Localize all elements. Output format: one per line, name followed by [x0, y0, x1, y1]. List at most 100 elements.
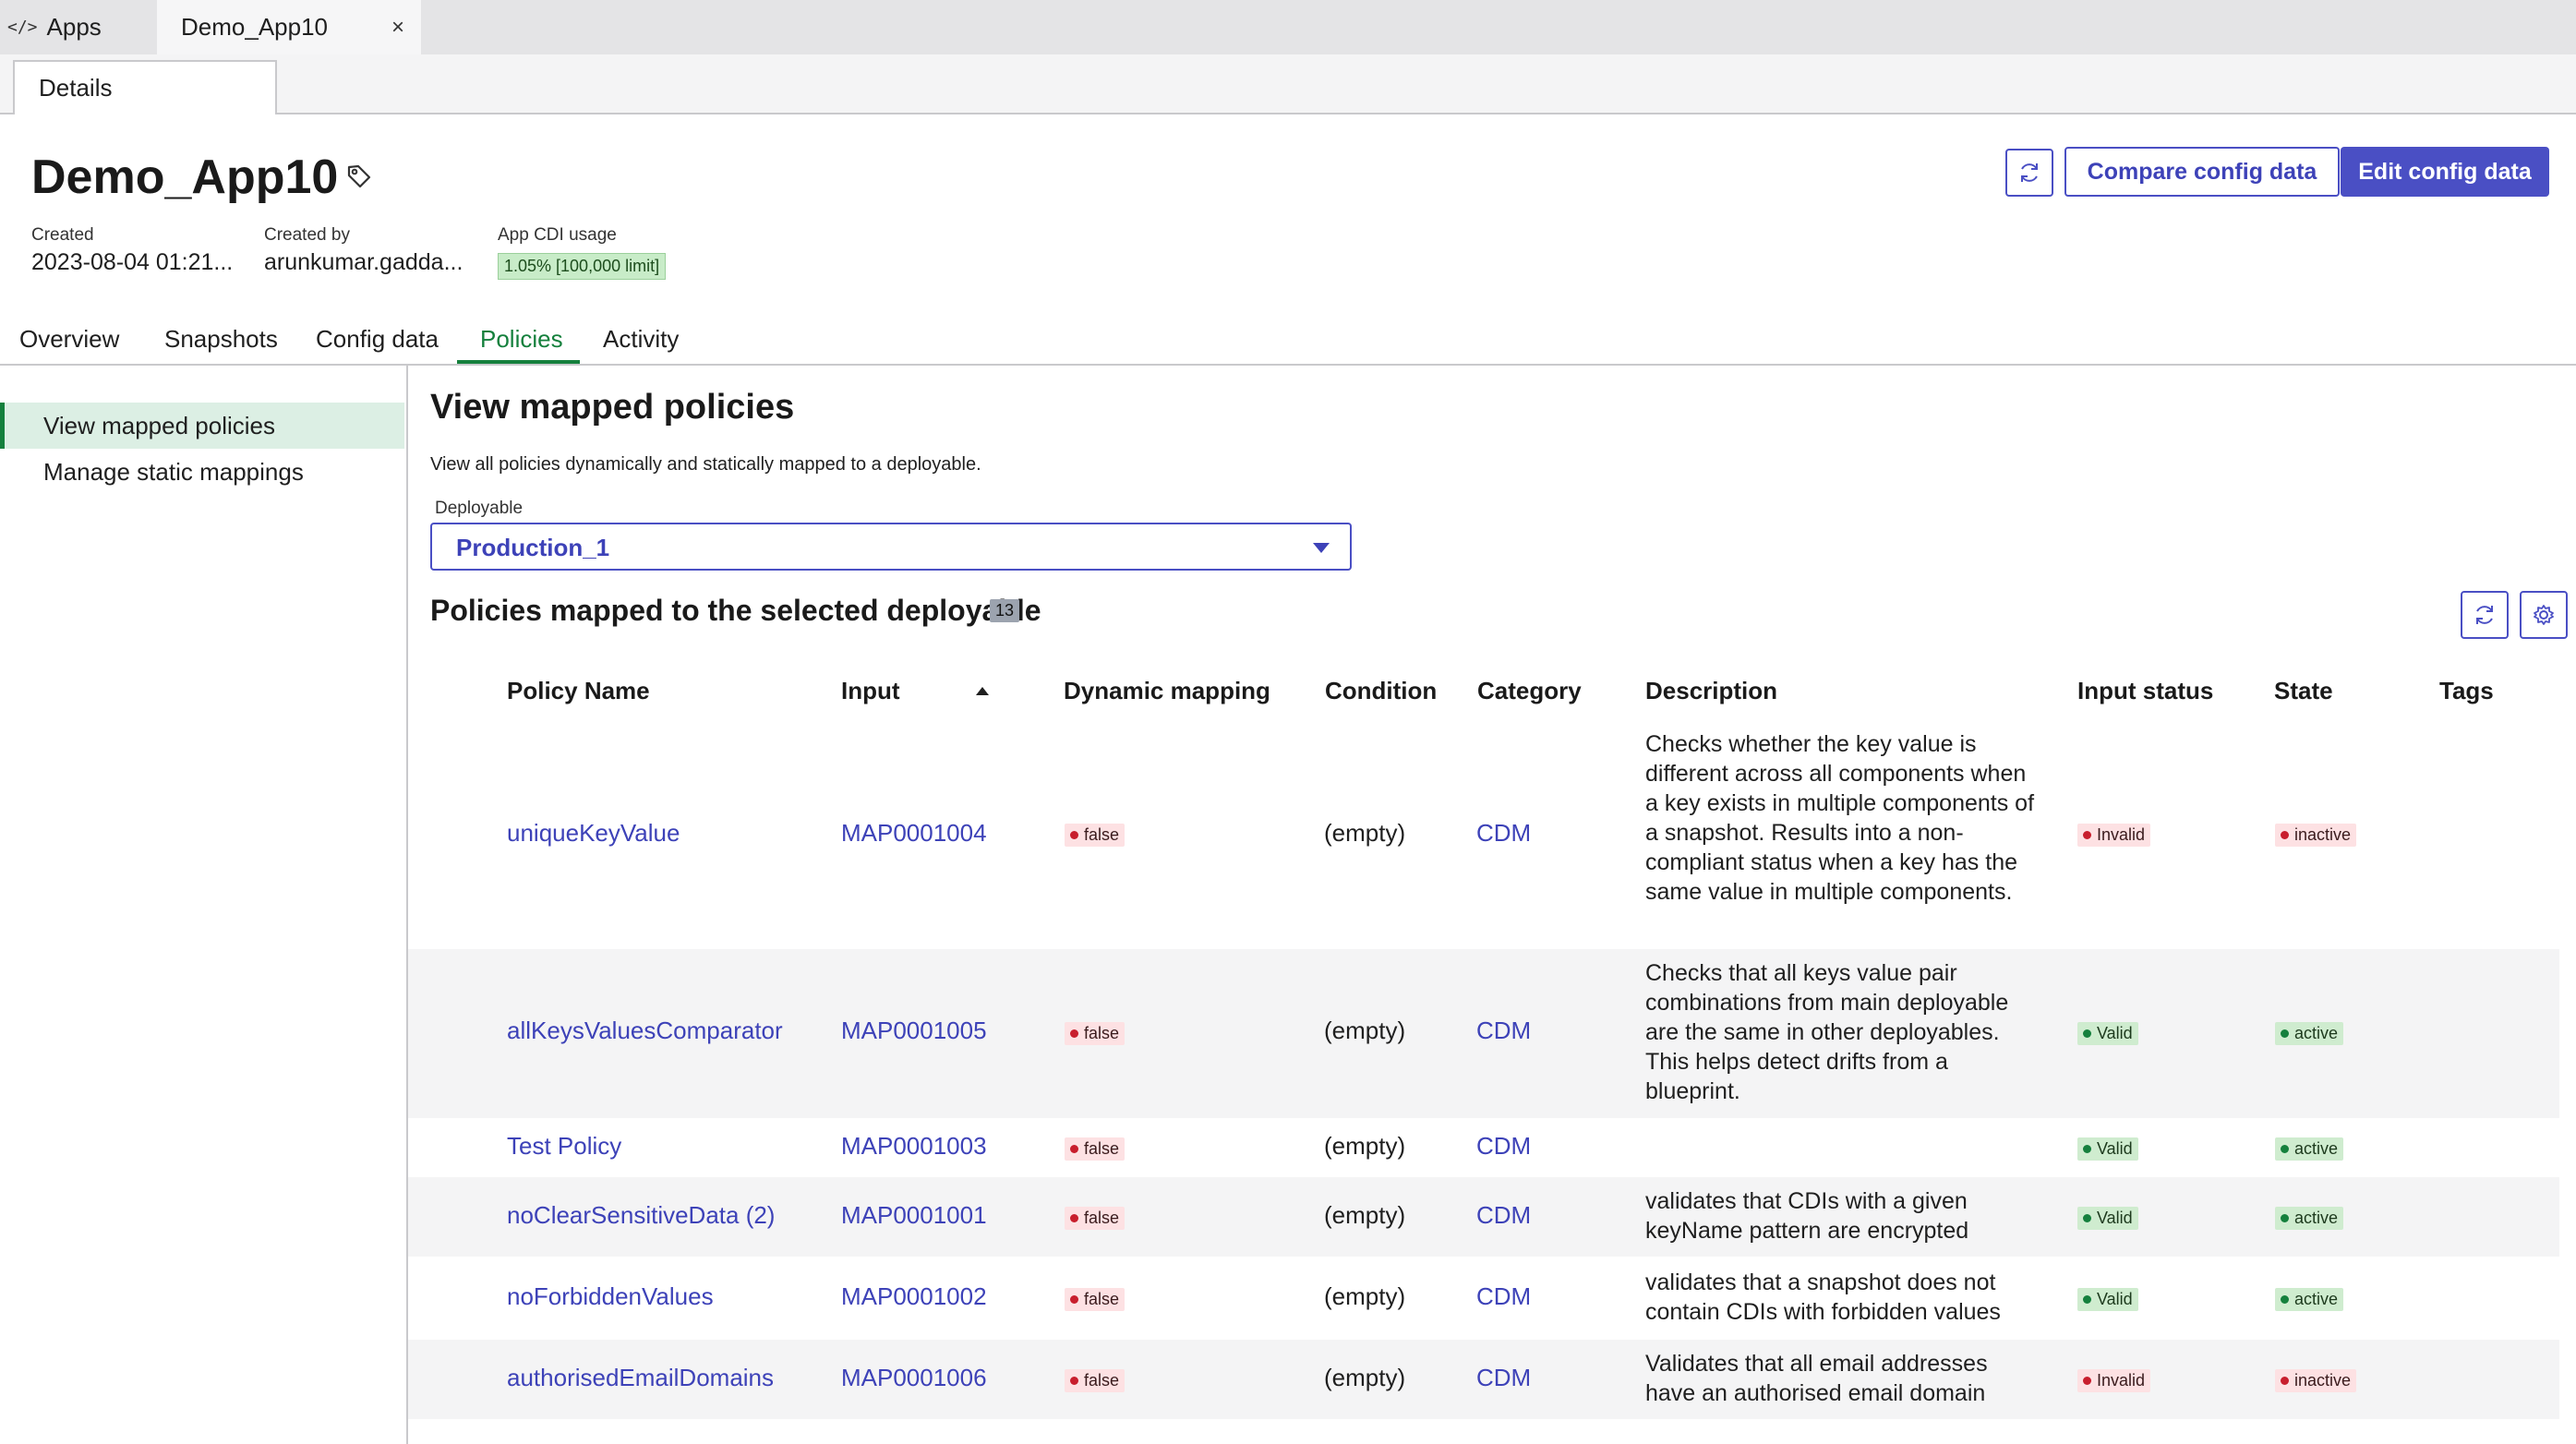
- policy-name-link[interactable]: uniqueKeyValue: [507, 819, 680, 847]
- dynamic-mapping-badge: false: [1065, 1207, 1125, 1230]
- table-refresh-button[interactable]: [2461, 591, 2509, 639]
- input-link[interactable]: MAP0001001: [841, 1201, 987, 1229]
- table-row[interactable]: noClearSensitiveData (2) MAP0001001 fals…: [408, 1177, 2559, 1257]
- details-tab[interactable]: Details: [13, 60, 277, 114]
- tab-policies[interactable]: Policies: [480, 325, 563, 353]
- policy-name-link[interactable]: authorisedEmailDomains: [507, 1364, 775, 1391]
- sidebar-item-manage-static-mappings[interactable]: Manage static mappings: [0, 449, 404, 495]
- col-input-status[interactable]: Input status: [2077, 677, 2214, 704]
- input-link[interactable]: MAP0001002: [841, 1282, 987, 1310]
- category-link[interactable]: CDM: [1476, 1017, 1532, 1044]
- col-description[interactable]: Description: [1645, 677, 1778, 704]
- input-link[interactable]: MAP0001003: [841, 1132, 987, 1160]
- state-badge: inactive: [2275, 1369, 2357, 1392]
- sidebar-item-label: Manage static mappings: [43, 457, 304, 486]
- tag-icon[interactable]: [345, 162, 373, 190]
- tab-config-data[interactable]: Config data: [316, 325, 439, 353]
- refresh-icon: [2476, 606, 2493, 624]
- policy-name-link[interactable]: noForbiddenValues: [507, 1282, 714, 1310]
- description-value: validates that a snapshot does not conta…: [1645, 1270, 2001, 1325]
- edit-config-button[interactable]: Edit config data: [2341, 147, 2549, 197]
- col-dynamic-mapping[interactable]: Dynamic mapping: [1064, 677, 1270, 704]
- category-link[interactable]: CDM: [1476, 1201, 1532, 1229]
- input-link[interactable]: MAP0001004: [841, 819, 987, 847]
- input-link[interactable]: MAP0001005: [841, 1017, 987, 1044]
- active-tab-indicator: [457, 360, 580, 364]
- cdi-usage-label: App CDI usage: [498, 225, 617, 245]
- col-category[interactable]: Category: [1477, 677, 1582, 704]
- description-value: Validates that all email addresses have …: [1645, 1351, 1988, 1406]
- dynamic-mapping-badge: false: [1065, 1369, 1125, 1392]
- col-tags[interactable]: Tags: [2439, 677, 2494, 704]
- col-policy-name[interactable]: Policy Name: [507, 677, 650, 704]
- details-tab-label: Details: [39, 74, 113, 102]
- policies-title: Policies mapped to the selected deployab…: [430, 594, 1041, 627]
- condition-value: (empty): [1324, 1364, 1406, 1391]
- condition-value: (empty): [1324, 1201, 1406, 1229]
- col-condition[interactable]: Condition: [1325, 677, 1438, 704]
- description-value: validates that CDIs with a given keyName…: [1645, 1188, 1969, 1244]
- dynamic-mapping-badge: false: [1065, 824, 1125, 847]
- table-row[interactable]: allKeysValuesComparator MAP0001005 false…: [408, 949, 2559, 1118]
- policy-name-link[interactable]: Test Policy: [507, 1132, 622, 1160]
- created-by-value: arunkumar.gadda...: [264, 249, 463, 275]
- table-settings-button[interactable]: [2520, 591, 2568, 639]
- deployable-value: Production_1: [456, 534, 610, 561]
- dynamic-mapping-badge: false: [1065, 1288, 1125, 1311]
- state-badge: active: [2275, 1288, 2344, 1311]
- state-badge: active: [2275, 1022, 2344, 1045]
- condition-value: (empty): [1324, 1017, 1406, 1044]
- table-row[interactable]: uniqueKeyValue MAP0001004 false (empty) …: [408, 729, 2559, 947]
- col-input[interactable]: Input: [841, 677, 900, 704]
- dynamic-mapping-badge: false: [1065, 1137, 1125, 1161]
- description-value: Checks that all keys value pair combinat…: [1645, 960, 2009, 1104]
- tab-snapshots[interactable]: Snapshots: [164, 325, 278, 353]
- condition-value: (empty): [1324, 819, 1406, 847]
- main-tabs: Overview Snapshots Config data Policies …: [0, 314, 2576, 366]
- apps-tab-label: Apps: [46, 13, 102, 41]
- category-link[interactable]: CDM: [1476, 1132, 1532, 1160]
- page-title: Demo_App10: [31, 150, 339, 204]
- table-row[interactable]: Test Policy MAP0001003 false (empty) CDM…: [408, 1120, 2559, 1175]
- input-status-badge: Valid: [2077, 1137, 2138, 1161]
- description-value: Checks whether the key value is differen…: [1645, 731, 2035, 905]
- table-row[interactable]: authorisedEmailDomains MAP0001006 false …: [408, 1340, 2559, 1419]
- gear-icon: [2534, 605, 2554, 625]
- input-status-badge: Invalid: [2077, 1369, 2151, 1392]
- tab-overview[interactable]: Overview: [19, 325, 120, 353]
- top-tab-strip: </> Apps Demo_App10 ×: [0, 0, 2576, 54]
- state-badge: inactive: [2275, 824, 2357, 847]
- input-status-badge: Valid: [2077, 1288, 2138, 1311]
- refresh-button[interactable]: [2005, 149, 2053, 197]
- tab-activity[interactable]: Activity: [603, 325, 680, 353]
- app-tab-label: Demo_App10: [181, 13, 328, 41]
- sub-tab-row: Details: [0, 54, 2576, 114]
- col-state[interactable]: State: [2274, 677, 2333, 704]
- policy-name-link[interactable]: allKeysValuesComparator: [507, 1017, 783, 1044]
- apps-tab[interactable]: </> Apps: [0, 0, 155, 54]
- section-description: View all policies dynamically and static…: [430, 454, 981, 475]
- condition-value: (empty): [1324, 1132, 1406, 1160]
- cdi-usage-badge: 1.05% [100,000 limit]: [498, 253, 667, 280]
- category-link[interactable]: CDM: [1476, 1282, 1532, 1310]
- input-link[interactable]: MAP0001006: [841, 1364, 987, 1391]
- code-icon: </>: [7, 18, 38, 37]
- dynamic-mapping-badge: false: [1065, 1022, 1125, 1045]
- sidebar: View mapped policies Manage static mappi…: [0, 366, 408, 1444]
- deployable-label: Deployable: [435, 499, 524, 518]
- sidebar-item-view-mapped-policies[interactable]: View mapped policies: [0, 403, 404, 449]
- table-row[interactable]: noForbiddenValues MAP0001002 false (empt…: [408, 1258, 2559, 1338]
- caret-down-icon: [1313, 543, 1330, 553]
- close-icon[interactable]: ×: [391, 15, 404, 40]
- state-badge: active: [2275, 1207, 2344, 1230]
- sort-ascending-icon[interactable]: [976, 687, 989, 695]
- category-link[interactable]: CDM: [1476, 819, 1532, 847]
- category-link[interactable]: CDM: [1476, 1364, 1532, 1391]
- app-tab-demo[interactable]: Demo_App10 ×: [157, 0, 421, 54]
- policy-name-link[interactable]: noClearSensitiveData (2): [507, 1201, 776, 1229]
- section-title: View mapped policies: [430, 388, 795, 427]
- deployable-select[interactable]: Production_1: [430, 523, 1352, 571]
- compare-config-button[interactable]: Compare config data: [2064, 147, 2340, 197]
- input-status-badge: Valid: [2077, 1207, 2138, 1230]
- input-status-badge: Valid: [2077, 1022, 2138, 1045]
